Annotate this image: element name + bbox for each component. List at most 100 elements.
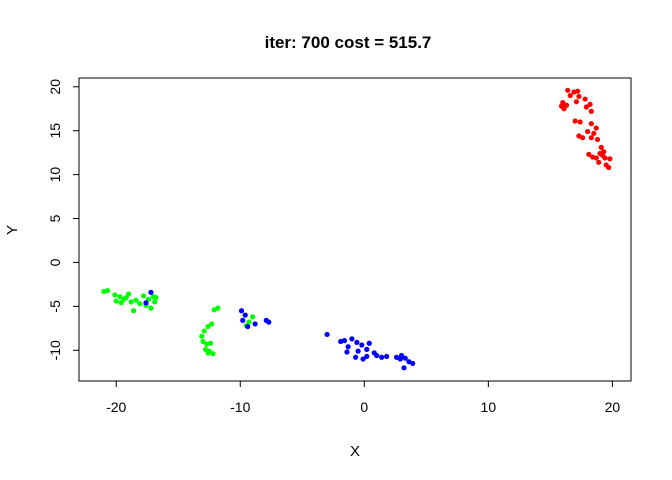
point-green — [137, 301, 143, 307]
point-red — [567, 92, 573, 99]
point-green — [126, 291, 132, 297]
point-red — [588, 108, 594, 114]
series-red — [558, 87, 613, 171]
point-green — [152, 299, 158, 305]
point-blue — [148, 289, 154, 295]
y-tick-label: -5 — [47, 300, 63, 313]
y-tick-label: 5 — [47, 214, 63, 222]
point-red — [565, 87, 571, 93]
point-blue — [324, 331, 330, 338]
point-green — [112, 292, 118, 298]
point-red — [576, 93, 582, 100]
x-tick-label: 0 — [360, 399, 368, 415]
point-red — [607, 156, 613, 162]
point-blue — [360, 356, 366, 362]
point-red — [561, 106, 567, 112]
point-blue — [397, 356, 403, 362]
point-green — [200, 338, 206, 345]
point-blue — [410, 360, 416, 367]
x-tick-label: -20 — [106, 399, 126, 415]
point-red — [573, 99, 580, 105]
point-blue — [384, 353, 390, 360]
x-tick-label: 20 — [605, 399, 621, 415]
point-blue — [359, 342, 365, 348]
point-red — [596, 159, 602, 165]
point-red — [593, 155, 599, 161]
point-red — [593, 125, 599, 131]
y-tick-label: 15 — [47, 123, 63, 139]
point-blue — [252, 321, 258, 327]
point-green — [128, 299, 134, 305]
y-tick-label: -10 — [47, 340, 63, 360]
point-blue — [345, 344, 351, 350]
point-red — [588, 135, 594, 141]
x-axis: -20 -10 0 10 20 — [106, 381, 620, 415]
point-green — [133, 297, 139, 303]
y-tick-label: 10 — [47, 167, 63, 183]
point-green — [130, 308, 137, 314]
point-green — [250, 314, 256, 320]
plot-frame — [78, 77, 632, 382]
point-red — [591, 130, 597, 136]
point-red — [588, 121, 594, 127]
point-green — [150, 294, 157, 300]
chart-title: iter: 700 cost = 515.7 — [265, 33, 432, 52]
point-blue — [366, 340, 372, 346]
point-blue — [401, 365, 407, 371]
data-points — [101, 87, 613, 371]
point-red — [582, 96, 588, 102]
point-blue — [364, 353, 370, 360]
point-blue — [240, 317, 246, 323]
point-green — [148, 305, 154, 311]
point-green — [205, 323, 211, 330]
point-red — [575, 88, 581, 94]
point-green — [199, 333, 205, 339]
y-tick-label: 20 — [47, 79, 63, 95]
point-green — [113, 298, 119, 304]
point-green — [205, 350, 211, 356]
point-red — [583, 104, 589, 110]
point-green — [215, 305, 221, 311]
point-red — [586, 151, 592, 158]
point-blue — [344, 349, 350, 355]
point-green — [246, 319, 252, 325]
point-blue — [353, 354, 359, 360]
point-blue — [349, 336, 355, 342]
point-green — [207, 340, 214, 346]
point-blue — [242, 312, 248, 318]
point-blue — [355, 348, 361, 354]
y-tick-label: 0 — [47, 258, 63, 266]
point-red — [584, 128, 591, 135]
x-axis-label: X — [350, 443, 360, 460]
point-green — [201, 328, 207, 334]
point-blue — [266, 319, 272, 325]
point-green — [210, 351, 216, 357]
point-blue — [341, 338, 348, 344]
point-blue — [364, 346, 370, 352]
y-axis-label: Y — [4, 225, 21, 235]
y-axis: -10 -5 0 5 10 15 20 — [47, 79, 79, 360]
point-red — [594, 136, 601, 143]
point-green — [140, 293, 147, 299]
point-blue — [379, 354, 385, 360]
series-green — [101, 287, 256, 357]
point-green — [104, 287, 111, 294]
point-red — [597, 150, 603, 157]
point-red — [587, 101, 593, 107]
point-red — [577, 119, 583, 125]
point-red — [598, 144, 604, 150]
point-red — [606, 164, 612, 171]
point-blue — [143, 300, 149, 306]
point-blue — [374, 352, 380, 359]
point-blue — [402, 355, 408, 361]
x-tick-label: -10 — [230, 399, 250, 415]
point-blue — [238, 308, 245, 314]
point-blue — [354, 339, 360, 345]
x-tick-label: 10 — [481, 399, 497, 415]
point-green — [117, 294, 123, 300]
point-red — [572, 118, 578, 124]
point-red — [580, 135, 586, 141]
point-blue — [245, 323, 251, 330]
point-green — [209, 321, 215, 327]
